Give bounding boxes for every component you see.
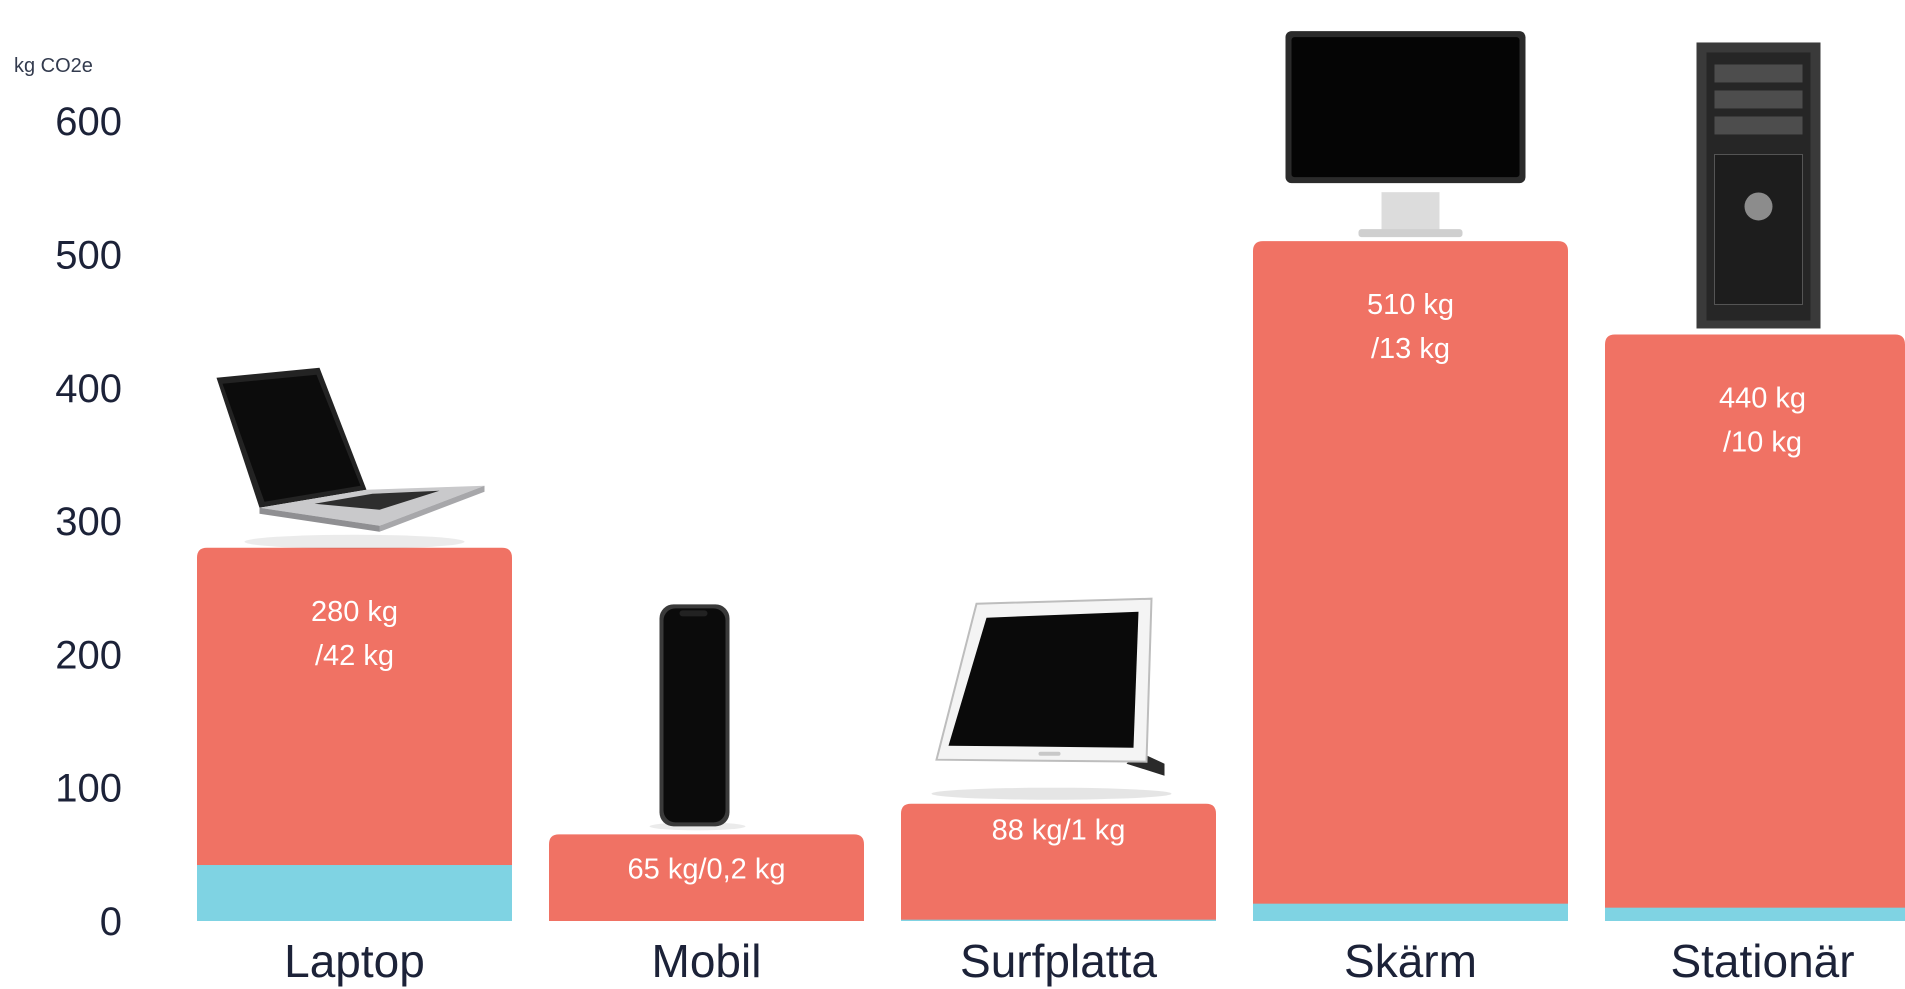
data-label: 510 kg	[1367, 289, 1454, 321]
bar-segment-lower	[1605, 907, 1905, 921]
data-label: /42 kg	[315, 640, 394, 672]
bar-total	[1253, 241, 1568, 922]
y-tick-label: 400	[55, 367, 122, 411]
y-axis-ticks: 0 100 200 300 400 500 600	[55, 100, 122, 944]
desktop-tower-icon	[1696, 42, 1821, 329]
category-label: Mobil	[652, 935, 762, 987]
monitor-icon	[1285, 31, 1526, 238]
smartphone-icon	[649, 604, 746, 831]
bar-segment-lower	[901, 919, 1216, 921]
category-label: Laptop	[284, 935, 425, 987]
data-label: /13 kg	[1371, 333, 1450, 365]
data-label: 440 kg	[1719, 382, 1806, 414]
bar-total	[1605, 334, 1905, 922]
bar-segment-lower	[1253, 903, 1568, 921]
bar-total	[549, 834, 864, 921]
y-tick-label: 500	[55, 234, 122, 278]
data-label: 65 kg/0,2 kg	[628, 853, 786, 885]
category-label: Skärm	[1344, 935, 1477, 987]
y-tick-label: 200	[55, 633, 122, 677]
y-tick-label: 300	[55, 500, 122, 544]
tablet-icon	[931, 597, 1172, 800]
category-label: Surfplatta	[960, 935, 1157, 987]
y-tick-label: 0	[100, 900, 122, 944]
device-icons	[216, 31, 1821, 831]
y-axis-unit-label: kg CO2e	[14, 55, 93, 77]
x-axis-labels: Laptop Mobil Surfplatta Skärm Stationär	[284, 935, 1854, 987]
bar-total	[901, 803, 1216, 921]
y-tick-label: 100	[55, 767, 122, 811]
bar-segment-lower	[197, 865, 512, 921]
category-label: Stationär	[1670, 935, 1854, 987]
bars: 280 kg/42 kg 65 kg/0,2 kg 88 kg/1 kg 510 kg…	[197, 241, 1905, 922]
bar-total	[197, 547, 512, 921]
laptop-icon	[216, 367, 485, 549]
data-label: 280 kg	[311, 596, 398, 628]
data-label: /10 kg	[1723, 426, 1802, 458]
data-label: 88 kg/1 kg	[992, 815, 1126, 847]
y-tick-label: 600	[55, 100, 122, 144]
